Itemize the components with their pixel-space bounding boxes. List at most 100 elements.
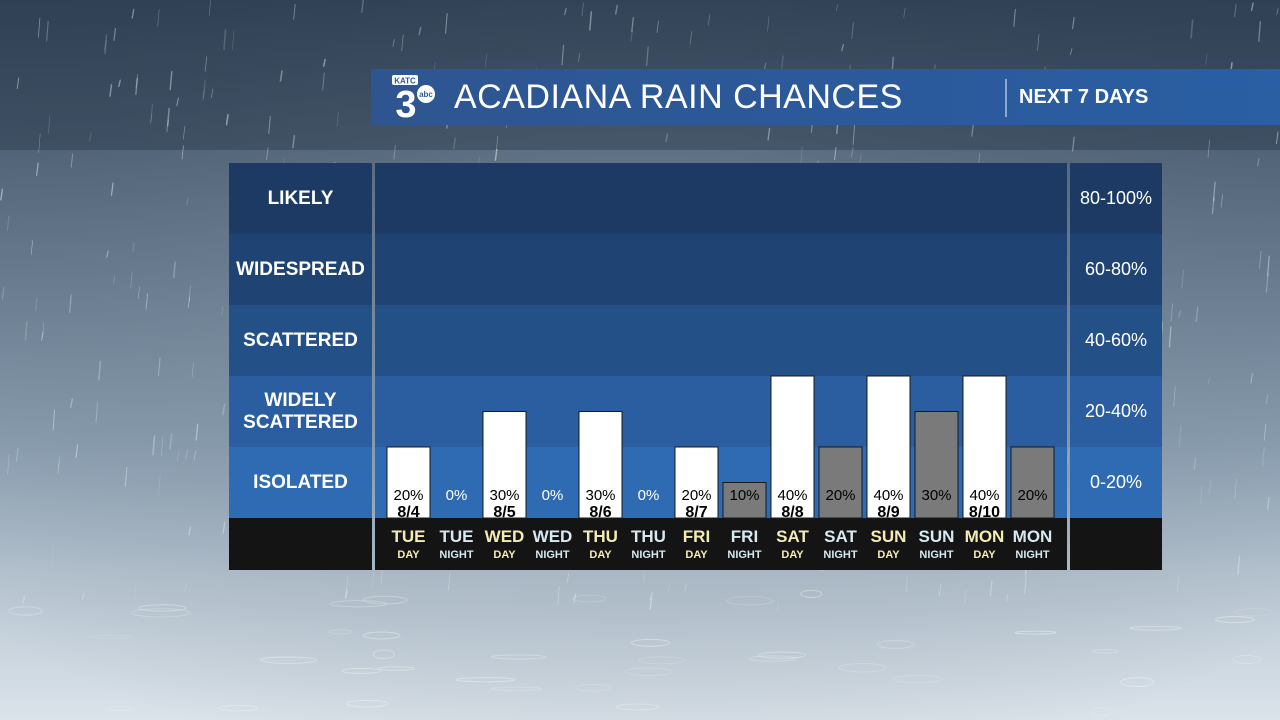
rain-streak: [1178, 425, 1182, 447]
rain-streak: [578, 53, 581, 63]
rain-streak: [51, 545, 54, 566]
date-label: 8/8: [781, 504, 803, 521]
rain-streak: [557, 585, 560, 606]
rain-streak: [1207, 377, 1211, 385]
period-day-label: WED: [533, 527, 573, 546]
period-day-label: SAT: [776, 527, 809, 546]
rain-streak: [1069, 48, 1073, 56]
bar-wed-day: [482, 411, 527, 519]
rain-streak: [185, 449, 188, 460]
value-label: 30%: [585, 487, 615, 504]
rain-streak: [1276, 8, 1279, 16]
rain-streak: [649, 597, 653, 610]
bar-tue-day: [386, 446, 431, 519]
rain-streak: [1250, 373, 1253, 384]
rain-streak: [152, 435, 156, 456]
value-label: 40%: [969, 487, 999, 504]
rain-streak: [204, 56, 208, 72]
period-day-label: TUE: [440, 527, 474, 546]
rain-streak: [223, 29, 227, 50]
rain-streak: [445, 13, 448, 34]
date-label: 8/5: [493, 504, 515, 521]
rain-streak: [767, 16, 770, 32]
rain-streak: [210, 88, 214, 98]
rain-streak: [292, 134, 296, 149]
rain-streak: [104, 40, 107, 51]
period-part-label: NIGHT: [631, 549, 666, 561]
rain-streak: [95, 402, 98, 423]
period-day-label: WED: [485, 527, 525, 546]
water-ripple: [800, 589, 823, 599]
rain-streak: [135, 77, 139, 96]
rain-streak: [1178, 310, 1182, 318]
band-widespread: [375, 234, 1067, 305]
water-ripple: [257, 656, 304, 661]
rain-streak: [149, 113, 153, 125]
rain-streak: [776, 598, 780, 613]
rain-streak: [70, 398, 74, 409]
value-label: 20%: [1017, 487, 1047, 504]
rain-streak: [767, 127, 771, 141]
rain-streak: [573, 593, 577, 603]
logo-letters: KATC: [394, 77, 416, 86]
rain-streak: [222, 521, 226, 534]
rain-streak: [24, 321, 28, 341]
rain-streak: [191, 362, 194, 378]
period-part-label: DAY: [781, 549, 804, 561]
period-part-label: DAY: [589, 549, 612, 561]
category-label-scattered: SCATTERED: [229, 305, 372, 376]
rain-streak: [35, 162, 39, 176]
rain-streak: [1234, 478, 1237, 499]
rain-streak: [361, 0, 364, 13]
value-label: 40%: [873, 487, 903, 504]
rain-streak: [649, 592, 653, 600]
rain-streak: [1181, 269, 1184, 289]
period-day-label: MON: [965, 527, 1005, 546]
rain-streak: [656, 20, 659, 33]
rain-streak: [642, 573, 646, 583]
rain-streak: [322, 72, 325, 91]
bar-sun-night: [914, 411, 959, 519]
bar-sat-night: [818, 446, 863, 519]
logo-network: abc: [419, 90, 433, 99]
water-ripple: [625, 667, 674, 676]
rain-streak: [188, 285, 192, 302]
rain-streak: [1168, 326, 1172, 348]
rain-streak: [177, 450, 180, 463]
rain-streak: [561, 44, 565, 66]
rain-streak: [614, 4, 618, 15]
water-ripple: [328, 629, 353, 635]
rain-streak: [82, 592, 85, 600]
water-ripple: [329, 600, 388, 608]
rain-streak: [684, 583, 688, 592]
rain-streak: [1209, 481, 1212, 494]
water-ripple: [748, 655, 797, 662]
period-part-label: NIGHT: [535, 549, 570, 561]
rain-streak: [1234, 4, 1237, 18]
value-label: 0%: [446, 487, 468, 504]
rain-streak: [905, 576, 908, 592]
water-ripple: [137, 604, 187, 612]
range-label-60-80: 60-80%: [1070, 234, 1162, 305]
rain-streak: [22, 595, 26, 604]
rain-streak: [1211, 197, 1215, 215]
rain-streak: [1170, 303, 1174, 321]
rain-streak: [104, 34, 108, 55]
category-label-likely: LIKELY: [229, 163, 372, 234]
rain-streak: [131, 8, 135, 19]
rain-streak: [46, 20, 49, 42]
rain-streak: [1013, 9, 1016, 27]
rain-streak: [1237, 555, 1241, 575]
rain-streak: [781, 55, 784, 69]
water-ripple: [377, 666, 415, 671]
value-label: 0%: [542, 487, 564, 504]
rain-streak: [1207, 139, 1210, 158]
rain-streak: [208, 0, 212, 16]
water-ripple: [615, 703, 659, 711]
bar-sat-day: [770, 375, 815, 519]
rain-streak: [689, 31, 693, 45]
rain-streak: [38, 133, 41, 153]
range-footer: [1070, 518, 1162, 570]
title-divider: [1005, 79, 1007, 117]
water-ripple: [490, 686, 543, 691]
